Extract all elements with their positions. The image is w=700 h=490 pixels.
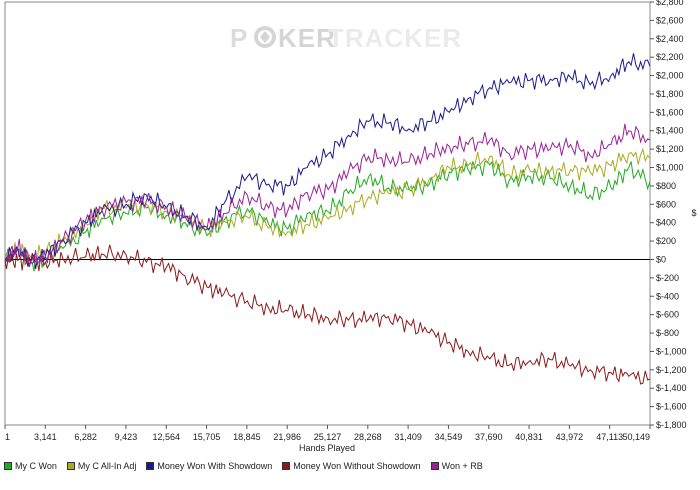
y-tick-label: $2,600 bbox=[656, 15, 684, 25]
legend-label: Won + RB bbox=[441, 461, 483, 471]
x-tick-label: 25,127 bbox=[314, 432, 342, 442]
y-axis-ticks: $2,800 $2,600 $2,400 $2,200 $2,000 $1,800 $1,6… bbox=[650, 0, 687, 430]
x-tick-label: 34,549 bbox=[435, 432, 463, 442]
y-tick-label: $1,400 bbox=[656, 126, 684, 136]
y-tick-label: $1,000 bbox=[656, 163, 684, 173]
y-tick-label: $-800 bbox=[656, 328, 679, 338]
y-tick-label: $1,800 bbox=[656, 89, 684, 99]
y-tick-label: $800 bbox=[656, 181, 676, 191]
x-tick-label: 37,690 bbox=[475, 432, 503, 442]
y-tick-label: $2,800 bbox=[656, 0, 684, 7]
legend-swatch bbox=[146, 462, 155, 470]
legend: My C Won My C All-In Adj Money Won With Sh… bbox=[4, 457, 696, 475]
legend-label: Money Won Without Showdown bbox=[293, 461, 421, 471]
x-tick-label: 15,705 bbox=[193, 432, 221, 442]
y-tick-label: $2,400 bbox=[656, 34, 684, 44]
x-tick-label: 31,409 bbox=[394, 432, 422, 442]
y-tick-label: $-1,000 bbox=[656, 346, 687, 356]
legend-swatch bbox=[430, 462, 439, 470]
y-tick-label: $2,000 bbox=[656, 71, 684, 81]
x-tick-label: 3,141 bbox=[34, 432, 57, 442]
legend-item: Won + RB bbox=[430, 461, 483, 471]
legend-swatch bbox=[4, 462, 12, 470]
x-tick-label: 1 bbox=[5, 432, 10, 442]
x-tick-label: 40,831 bbox=[515, 432, 543, 442]
y-tick-label: $1,200 bbox=[656, 144, 684, 154]
watermark-text-part3: TRACKER bbox=[328, 23, 462, 53]
y-tick-label: $-1,800 bbox=[656, 420, 687, 430]
legend-swatch bbox=[66, 462, 75, 470]
x-tick-label: 47,113 bbox=[596, 432, 623, 442]
x-tick-label: 18,845 bbox=[233, 432, 261, 442]
x-tick-label: 12,564 bbox=[152, 432, 180, 442]
x-tick-label: 28,268 bbox=[354, 432, 382, 442]
legend-swatch bbox=[282, 462, 291, 470]
x-tick-label: 50,149 bbox=[622, 432, 650, 442]
pokertracker-watermark: P KER TRACKER bbox=[230, 23, 462, 53]
series-line-my-c-won bbox=[4, 160, 651, 272]
y-tick-label: $2,200 bbox=[656, 52, 684, 62]
poker-chip-icon bbox=[254, 26, 276, 48]
y-tick-label: $-200 bbox=[656, 273, 679, 283]
y-tick-label: $200 bbox=[656, 236, 676, 246]
y-tick-label: $-1,400 bbox=[656, 383, 687, 393]
y-tick-label: $0 bbox=[656, 254, 666, 264]
y-tick-label: $600 bbox=[656, 199, 676, 209]
x-tick-label: 9,423 bbox=[115, 432, 138, 442]
series-line-money-won-without-showdown bbox=[4, 244, 651, 385]
y-axis-label: $ bbox=[691, 208, 696, 218]
legend-item: Money Won Without Showdown bbox=[282, 461, 421, 471]
legend-label: My C Won bbox=[15, 461, 57, 471]
x-axis-label: Hands Played bbox=[299, 443, 355, 453]
legend-label: My C All-In Adj bbox=[77, 461, 137, 471]
y-tick-label: $1,600 bbox=[656, 107, 684, 117]
series-lines bbox=[4, 53, 651, 385]
legend-item: My C All-In Adj bbox=[66, 461, 137, 471]
x-tick-label: 43,972 bbox=[556, 432, 584, 442]
legend-label: Money Won With Showdown bbox=[157, 461, 273, 471]
legend-item: Money Won With Showdown bbox=[146, 461, 272, 471]
watermark-text-part2: KER bbox=[278, 23, 336, 53]
y-tick-label: $-1,200 bbox=[656, 365, 687, 375]
series-line-won-rb bbox=[4, 123, 651, 268]
y-tick-label: $400 bbox=[656, 218, 676, 228]
x-tick-label: 6,282 bbox=[74, 432, 97, 442]
watermark-text-part1: P bbox=[230, 23, 248, 53]
y-tick-label: $-1,600 bbox=[656, 402, 687, 412]
x-axis-ticks: 1 3,141 6,282 9,423 12,564 15,705 18,845 21,986… bbox=[4, 425, 651, 442]
y-tick-label: $-600 bbox=[656, 310, 679, 320]
series-line-money-won-with-showdown bbox=[4, 53, 651, 270]
x-tick-label: 21,986 bbox=[273, 432, 301, 442]
y-tick-label: $-400 bbox=[656, 291, 679, 301]
legend-item: My C Won bbox=[4, 461, 57, 471]
